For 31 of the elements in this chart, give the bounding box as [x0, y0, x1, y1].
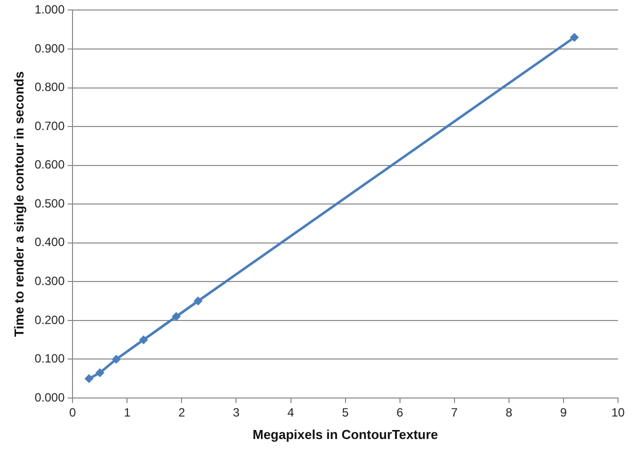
point — [194, 296, 203, 306]
y-tick-label: 1.000 — [34, 2, 65, 17]
y-tick-label: 0.200 — [34, 312, 65, 327]
point — [95, 368, 104, 378]
x-tick-label: 0 — [69, 406, 76, 420]
point — [84, 374, 94, 384]
x-tick-label: 10 — [611, 406, 625, 420]
x-tick-label: 2 — [178, 406, 186, 420]
point — [139, 335, 148, 344]
point — [172, 312, 181, 322]
x-tick-label: 5 — [342, 406, 349, 420]
y-tick-label: 0.600 — [34, 158, 65, 172]
y-tick-label: 0.000 — [34, 390, 65, 404]
y-tick-label: 0.700 — [34, 118, 65, 133]
y-axis-title: Time to render a single contour in seconds — [11, 71, 26, 337]
point — [570, 32, 579, 42]
x-tick-label: 1 — [124, 406, 131, 420]
y-tick-label: 0.800 — [34, 80, 65, 94]
y-tick-label: 0.500 — [34, 196, 65, 210]
x-tick-label: 7 — [451, 406, 458, 420]
point — [112, 354, 121, 364]
y-tick-label: 0.900 — [34, 41, 65, 56]
x-tick-label: 3 — [232, 406, 240, 420]
x-tick-label: 6 — [396, 406, 404, 420]
y-tick-label: 0.300 — [34, 274, 65, 288]
y-tick-label: 0.100 — [34, 352, 65, 366]
x-tick-label: 4 — [287, 406, 294, 420]
x-tick-label: 9 — [560, 406, 568, 420]
y-tick-label: 0.400 — [34, 235, 65, 250]
x-axis-title: Megapixels in ContourTexture — [252, 426, 438, 442]
x-tick-label: 8 — [506, 406, 513, 420]
